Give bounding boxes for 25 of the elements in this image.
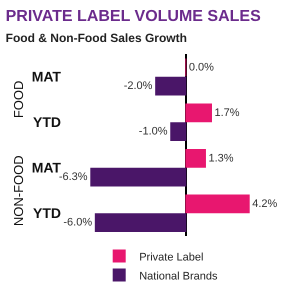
data-label: -6.0% [63, 216, 92, 229]
bar [90, 168, 186, 186]
y-tick-label: YTD [33, 205, 61, 222]
y-tick-label: MAT [32, 68, 62, 85]
text: NON-FOOD [11, 155, 26, 226]
bar [185, 149, 206, 168]
data-label: 1.7% [214, 106, 240, 119]
text: FOOD [11, 80, 26, 118]
data-label: -6.3% [58, 171, 88, 184]
y-tick-label: MAT [32, 160, 62, 176]
bar [94, 213, 186, 232]
bar [185, 194, 250, 214]
data-label: -2.0% [124, 80, 153, 92]
bar [170, 122, 186, 141]
data-label: 0.0% [188, 61, 214, 74]
chart-subtitle: Food & Non-Food Sales Growth [6, 30, 187, 45]
data-label: 4.2% [252, 198, 278, 210]
bar [185, 104, 212, 122]
chart-title: PRIVATE LABEL VOLUME SALES [6, 8, 262, 26]
legend-label: National Brands [139, 270, 218, 282]
data-label: -1.0% [138, 126, 168, 138]
y-tick-label: YTD [33, 114, 61, 130]
legend-label: Private Label [139, 251, 204, 264]
data-label: 1.3% [208, 152, 234, 164]
bar [155, 76, 186, 96]
